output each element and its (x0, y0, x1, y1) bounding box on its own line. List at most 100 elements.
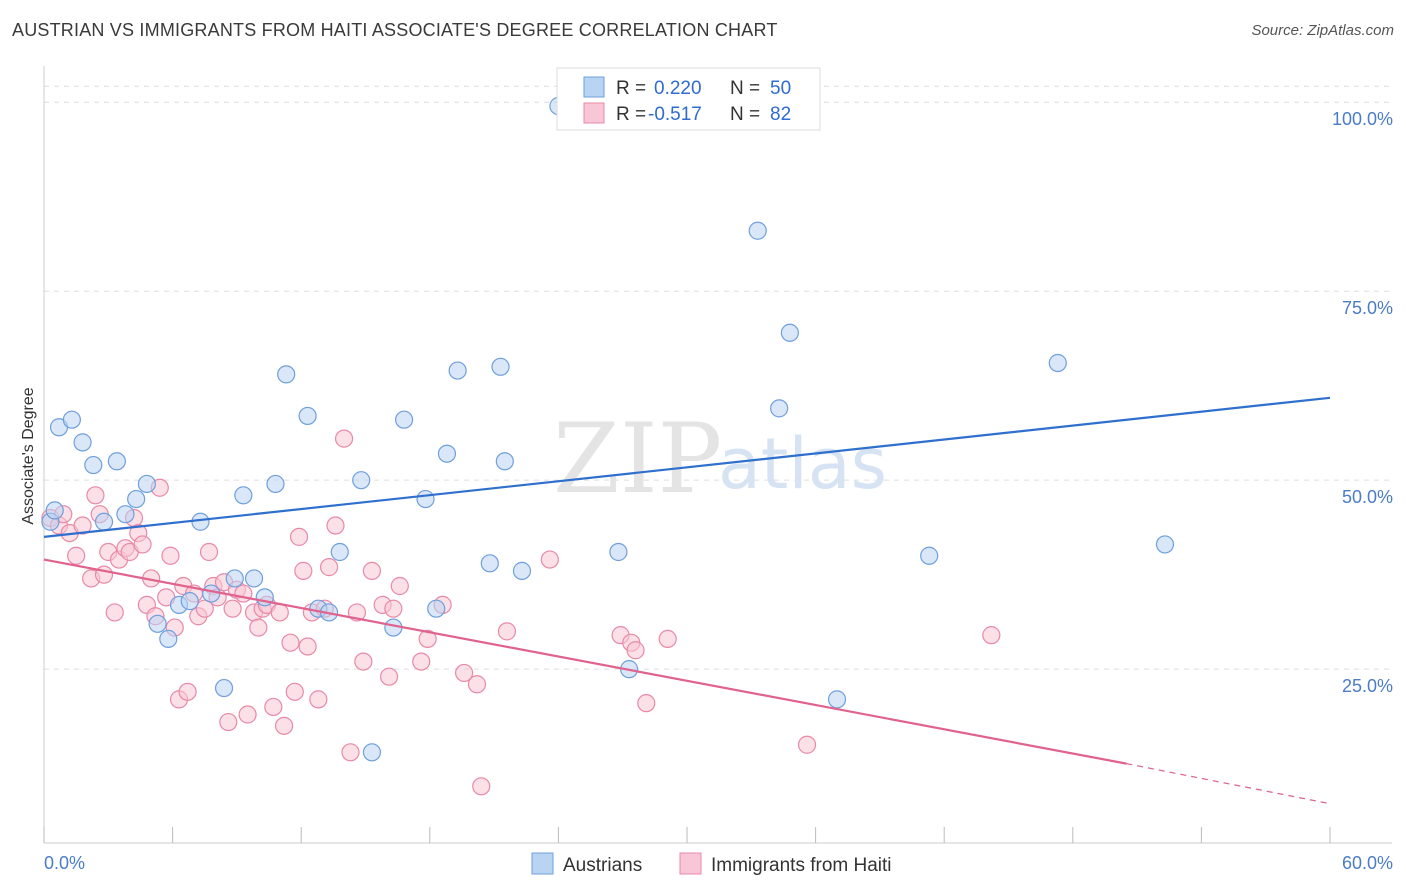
haiti-point (274, 716, 294, 735)
austrians-n-label: N = (730, 78, 760, 99)
haiti-point (199, 542, 219, 562)
austrians-r-label: R = (616, 78, 646, 99)
haiti-point (133, 535, 152, 554)
austrians-point (427, 599, 446, 618)
haiti-point (73, 516, 92, 535)
haiti-point (270, 603, 289, 622)
austrians-point (277, 365, 296, 384)
stats-legend: R = 0.220 N = 50 R = -0.517 N = 82 (556, 67, 821, 131)
haiti-point (195, 599, 214, 618)
y-tick-labels: 25.0% 50.0% 75.0% 100.0% (1332, 109, 1393, 696)
austrians-point (107, 452, 126, 471)
austrians-points (41, 96, 1175, 762)
haiti-point (540, 550, 559, 569)
haiti-n-label: N = (730, 104, 760, 125)
austrians-point (330, 542, 349, 562)
x-tick-label-min: 0.0% (44, 853, 85, 873)
haiti-point (294, 561, 313, 580)
haiti-point (289, 527, 309, 546)
austrians-point (62, 410, 81, 429)
haiti-point (797, 735, 817, 754)
haiti-point (412, 652, 431, 671)
watermark-atlas: atlas (718, 423, 887, 505)
austrians-point (202, 584, 221, 603)
haiti-point (334, 429, 354, 448)
austrians-point (159, 629, 178, 649)
haiti-point (379, 667, 399, 686)
austrians-series-swatch (531, 852, 554, 875)
austrians-point (362, 743, 382, 762)
austrians-point (137, 474, 156, 494)
haiti-point (454, 663, 474, 683)
haiti-point (178, 682, 197, 701)
x-tick-label-max: 60.0% (1342, 853, 1393, 873)
haiti-point (285, 682, 304, 701)
austrians-point (780, 323, 799, 342)
haiti-point (354, 652, 373, 671)
series-legend: Austrians Immigrants from Haiti (531, 852, 892, 876)
haiti-series-label: Immigrants from Haiti (711, 855, 892, 876)
source-credit: Source: ZipAtlas.com (1251, 22, 1394, 39)
haiti-point (309, 690, 328, 709)
y-tick-label: 50.0% (1342, 487, 1393, 507)
haiti-point (264, 697, 283, 717)
austrians-point (352, 471, 371, 490)
austrians-point (920, 546, 939, 565)
austrians-trend-line (43, 396, 1331, 538)
austrians-point (394, 410, 414, 429)
austrians-point (480, 554, 499, 573)
axes (43, 66, 1392, 844)
austrians-point (1155, 535, 1175, 554)
austrians-point (298, 406, 317, 426)
haiti-point (626, 641, 645, 660)
haiti-point (281, 633, 300, 652)
haiti-point (223, 599, 242, 618)
austrians-point (225, 569, 244, 588)
y-tick-label: 75.0% (1342, 298, 1393, 318)
haiti-point (219, 712, 238, 732)
austrians-point (45, 501, 64, 520)
chart-title: AUSTRIAN VS IMMIGRANTS FROM HAITI ASSOCI… (12, 20, 778, 40)
haiti-r-value: -0.517 (648, 104, 702, 125)
watermark: ZIP atlas (553, 403, 887, 515)
y-tick-label: 25.0% (1342, 676, 1393, 696)
haiti-point (234, 584, 253, 603)
haiti-point (249, 618, 268, 637)
haiti-point (341, 743, 360, 762)
haiti-point (105, 603, 124, 622)
haiti-r-label: R = (616, 104, 646, 125)
austrians-point (448, 361, 467, 380)
austrians-point (495, 452, 514, 471)
austrians-point (748, 221, 767, 240)
haiti-point (497, 622, 517, 641)
haiti-point (298, 637, 317, 656)
trend-lines (43, 396, 1331, 805)
austrians-point (214, 678, 234, 698)
haiti-series-swatch (679, 852, 702, 875)
austrians-point (116, 505, 135, 524)
austrians-point (827, 690, 847, 709)
austrians-point (491, 357, 510, 376)
y-axis-title: Associate's Degree (20, 387, 37, 524)
haiti-trend-extension (1126, 763, 1331, 805)
austrians-point (437, 444, 457, 463)
austrians-r-value: 0.220 (654, 78, 702, 99)
austrians-point (416, 489, 435, 509)
austrians-n-value: 50 (770, 78, 791, 99)
haiti-trend-line (43, 558, 1127, 765)
haiti-point (390, 576, 409, 596)
austrians-point (84, 455, 103, 475)
austrians-point (127, 489, 146, 509)
austrians-series-label: Austrians (563, 855, 642, 876)
austrians-point (770, 399, 789, 418)
haiti-n-value: 82 (770, 104, 791, 125)
haiti-point (384, 599, 403, 618)
austrians-point (1048, 353, 1067, 373)
y-tick-label: 100.0% (1332, 109, 1393, 129)
haiti-point (658, 629, 677, 649)
austrians-point (148, 614, 167, 633)
austrians-point (73, 433, 92, 452)
watermark-zip: ZIP (553, 403, 722, 515)
haiti-point (86, 486, 105, 505)
